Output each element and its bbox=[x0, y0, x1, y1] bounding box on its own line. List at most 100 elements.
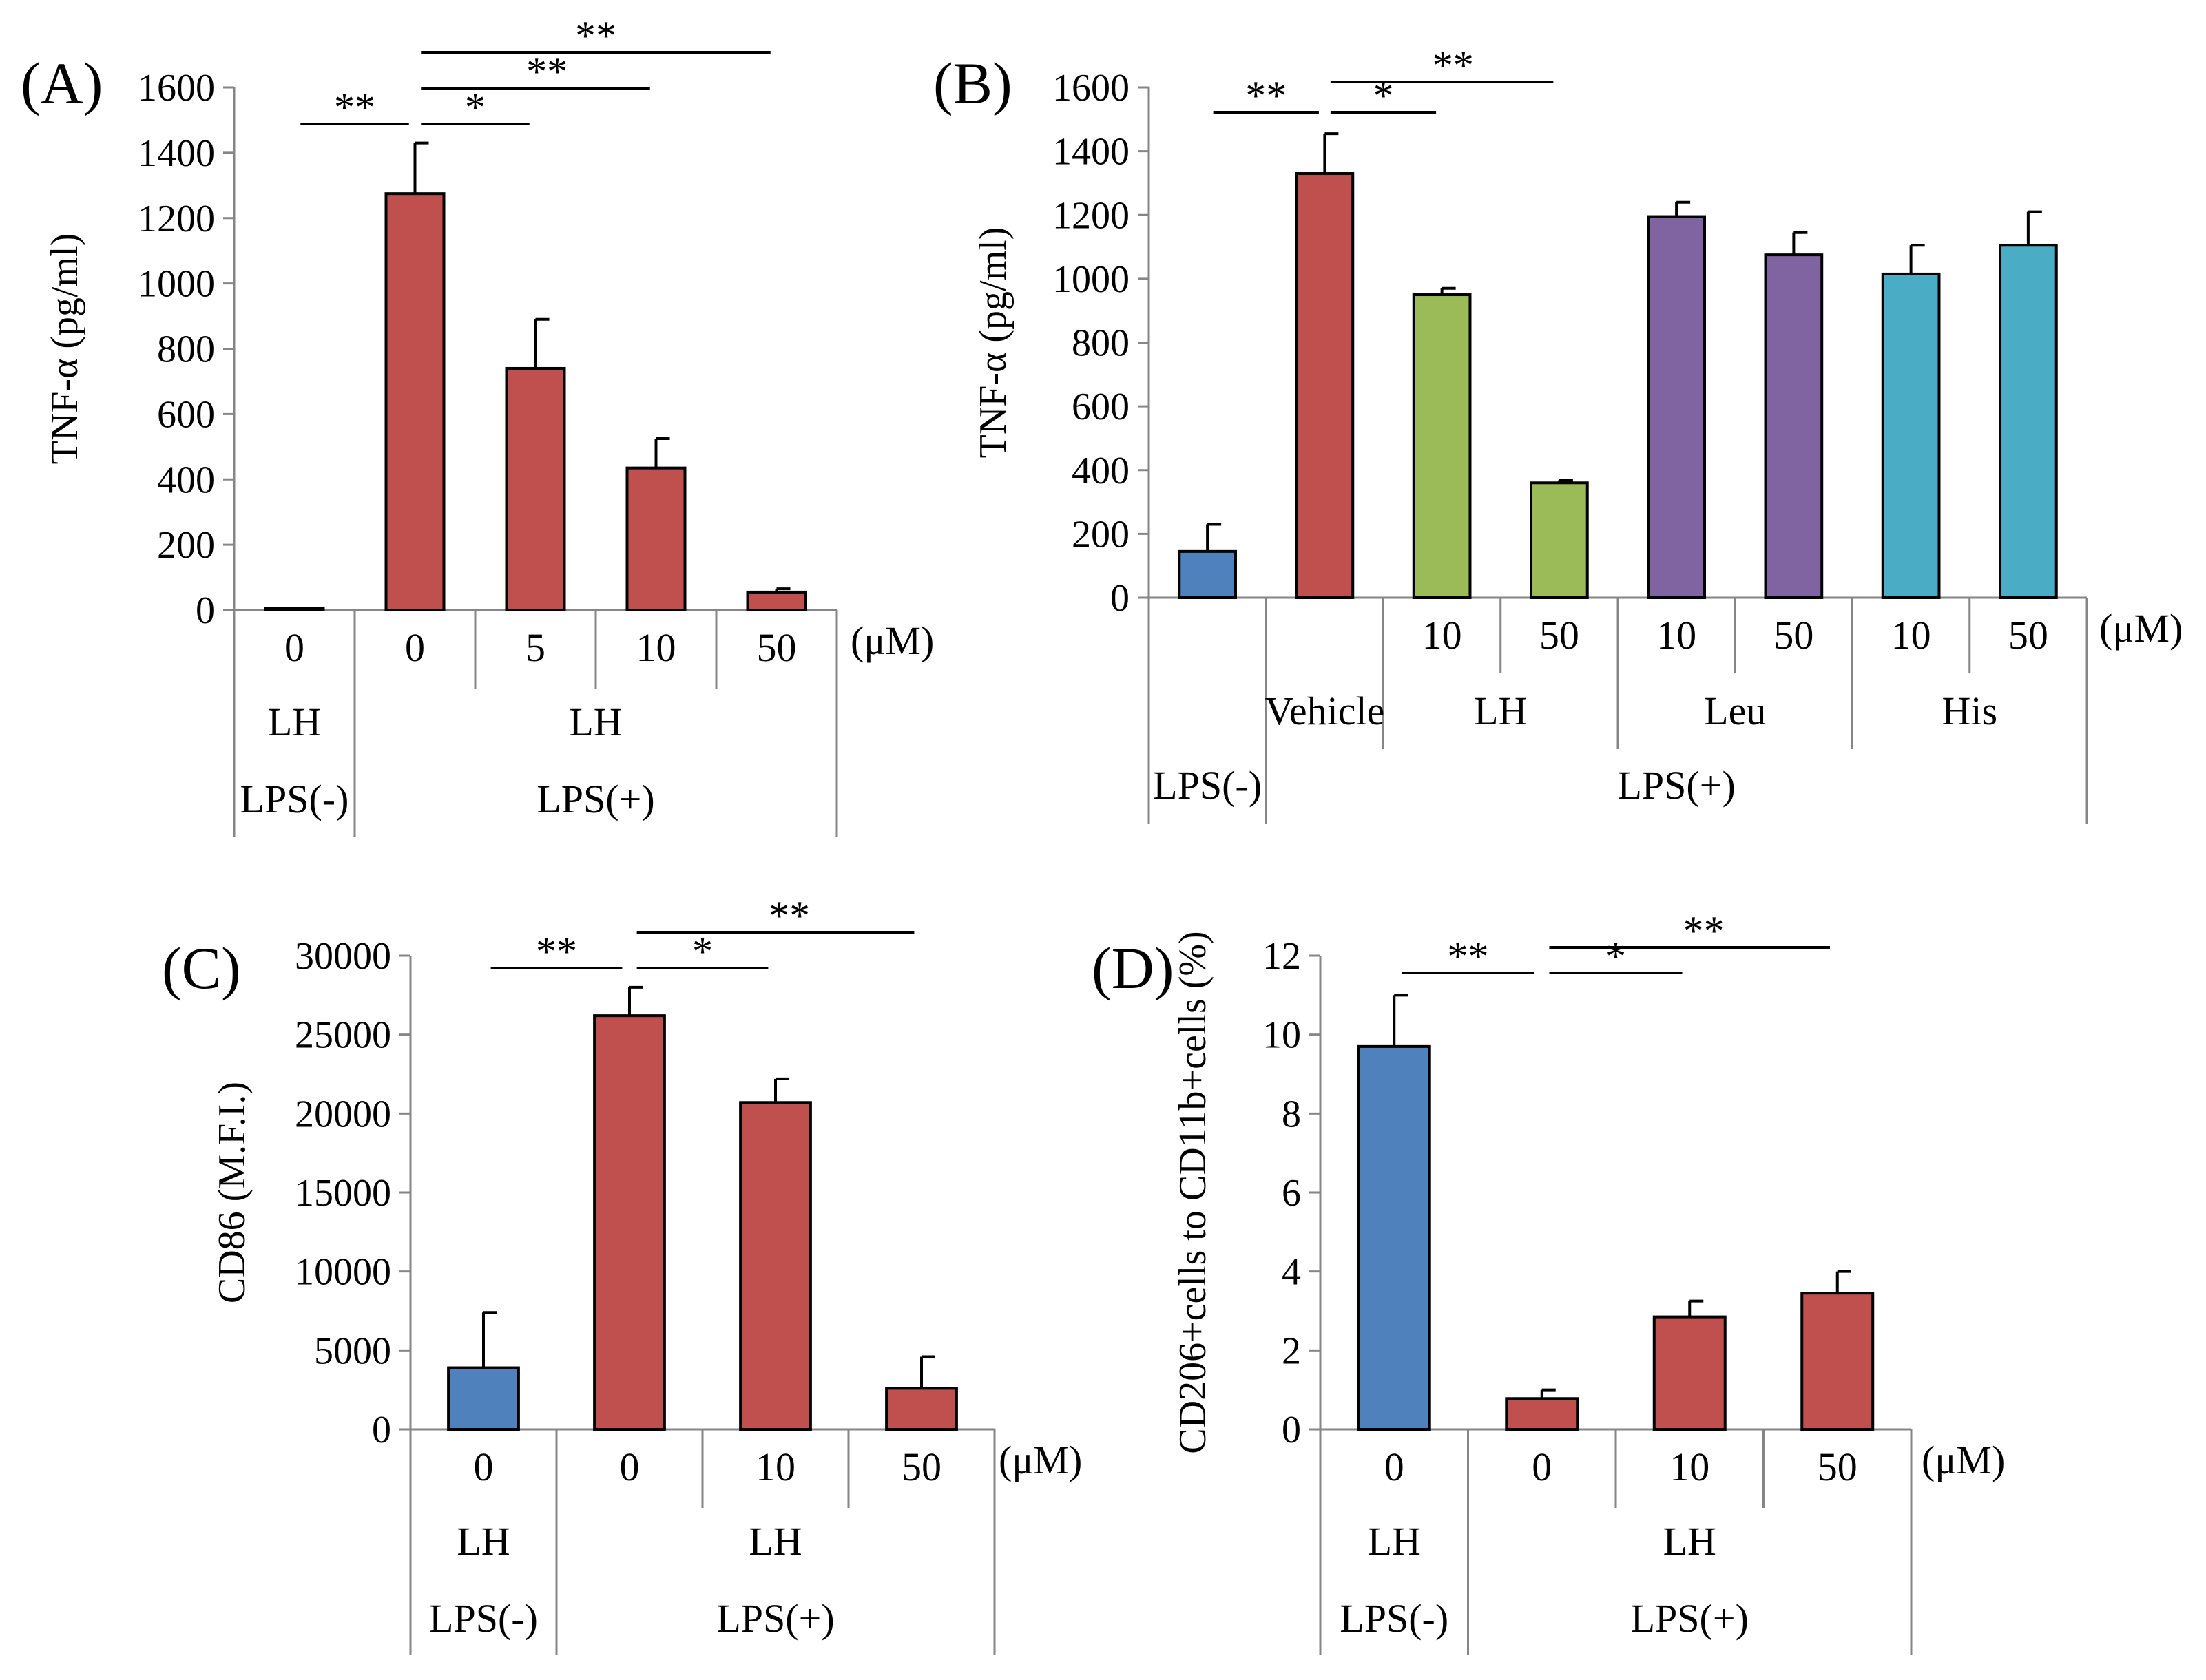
agent-label: Leu bbox=[1704, 689, 1766, 733]
unit-label: (μM) bbox=[999, 1438, 1082, 1482]
lps-label: LPS(+) bbox=[1631, 1596, 1749, 1641]
lps-label: LPS(-) bbox=[240, 777, 349, 821]
dose-label: 0 bbox=[1384, 1445, 1404, 1489]
significance-marker: ** bbox=[1433, 43, 1474, 88]
bar bbox=[885, 1387, 958, 1431]
bar bbox=[505, 366, 566, 612]
panel-label: (A) bbox=[21, 50, 103, 116]
dose-label: 10 bbox=[756, 1445, 795, 1489]
agent-label: LH bbox=[457, 1519, 510, 1564]
dose-label: 10 bbox=[1422, 613, 1462, 658]
bar bbox=[1881, 272, 1941, 599]
y-tick-label: 6 bbox=[1282, 1172, 1301, 1215]
significance-marker: * bbox=[465, 85, 486, 130]
significance-marker: ** bbox=[526, 49, 568, 94]
bar bbox=[593, 1014, 666, 1431]
panel-label: (C) bbox=[162, 935, 241, 1001]
unit-label: (μM) bbox=[851, 618, 934, 663]
y-tick-label: 200 bbox=[1072, 513, 1130, 556]
significance-marker: ** bbox=[1245, 73, 1287, 118]
significance-marker: ** bbox=[334, 85, 375, 130]
dose-label: 50 bbox=[1818, 1445, 1858, 1489]
y-tick-label: 2 bbox=[1282, 1330, 1301, 1372]
agent-label: His bbox=[1942, 689, 1997, 733]
y-tick-label: 1600 bbox=[138, 67, 215, 109]
bar bbox=[384, 192, 446, 611]
dose-label: 0 bbox=[474, 1445, 494, 1489]
bar bbox=[739, 1101, 812, 1431]
y-tick-label: 200 bbox=[157, 524, 215, 567]
bar bbox=[447, 1366, 520, 1431]
y-tick-label: 0 bbox=[1282, 1409, 1301, 1451]
y-tick-label: 800 bbox=[157, 328, 215, 371]
dose-label: 10 bbox=[636, 625, 676, 670]
bar bbox=[1652, 1315, 1727, 1431]
y-axis-label: TNF-α (pg/ml) bbox=[972, 227, 1014, 459]
significance-marker: * bbox=[692, 929, 713, 974]
significance-marker: ** bbox=[536, 929, 577, 974]
dose-label: 50 bbox=[902, 1445, 941, 1489]
y-tick-label: 400 bbox=[157, 459, 215, 501]
y-tick-label: 10000 bbox=[295, 1251, 391, 1294]
dose-label: 0 bbox=[405, 625, 425, 670]
chart-panel: (B) 0 200 400 600 800 1000 1200 1400 1600 TNF-α (p… bbox=[933, 43, 2183, 824]
y-tick-label: 1000 bbox=[1052, 258, 1130, 301]
y-axis-label: TNF-α (pg/ml) bbox=[43, 233, 86, 465]
bar bbox=[1530, 481, 1589, 600]
bar bbox=[1999, 244, 2058, 599]
panel-label: (D) bbox=[1092, 935, 1174, 1001]
panel-label: (B) bbox=[933, 50, 1012, 116]
y-tick-label: 400 bbox=[1072, 450, 1130, 492]
y-tick-label: 15000 bbox=[295, 1172, 391, 1215]
bar bbox=[1357, 1044, 1431, 1431]
y-tick-label: 1200 bbox=[1052, 194, 1130, 237]
y-tick-label: 12 bbox=[1262, 935, 1301, 978]
significance-marker: * bbox=[1373, 73, 1394, 118]
unit-label: (μM) bbox=[1922, 1438, 2005, 1482]
lps-label: LPS(+) bbox=[1617, 763, 1735, 808]
agent-label: LH bbox=[569, 700, 622, 744]
bar bbox=[1647, 215, 1706, 599]
bar bbox=[1412, 293, 1472, 599]
dose-label: 10 bbox=[1669, 1445, 1709, 1489]
bar bbox=[746, 590, 807, 611]
dose-label: 10 bbox=[1656, 613, 1696, 658]
y-axis-label: CD86 (M.F.I.) bbox=[211, 1082, 253, 1303]
lps-label: LPS(+) bbox=[537, 777, 654, 821]
significance-marker: ** bbox=[1448, 934, 1489, 979]
lps-label: LPS(+) bbox=[716, 1596, 834, 1641]
bar bbox=[1764, 253, 1824, 599]
y-tick-label: 5000 bbox=[314, 1330, 391, 1372]
significance-marker: ** bbox=[575, 13, 616, 59]
bar bbox=[1800, 1292, 1875, 1431]
y-tick-label: 1200 bbox=[138, 198, 215, 240]
bar bbox=[1178, 549, 1237, 599]
y-tick-label: 20000 bbox=[295, 1093, 391, 1135]
dose-label: 50 bbox=[1773, 613, 1813, 658]
significance-marker: * bbox=[1605, 934, 1626, 979]
dose-label: 0 bbox=[620, 1445, 640, 1489]
lps-label: LPS(-) bbox=[429, 1596, 538, 1641]
unit-label: (μM) bbox=[2099, 606, 2183, 651]
dose-label: 10 bbox=[1891, 613, 1931, 658]
dose-label: 50 bbox=[757, 625, 797, 670]
dose-label: 0 bbox=[1532, 1445, 1552, 1489]
y-tick-label: 0 bbox=[1110, 577, 1130, 620]
bar bbox=[1505, 1397, 1579, 1431]
agent-label: Vehicle bbox=[1265, 689, 1384, 733]
agent-label: LH bbox=[1368, 1519, 1421, 1564]
dose-label: 50 bbox=[2008, 613, 2048, 658]
lps-label: LPS(-) bbox=[1153, 763, 1262, 808]
significance-marker: ** bbox=[769, 893, 810, 938]
y-tick-label: 8 bbox=[1282, 1093, 1301, 1135]
y-tick-label: 1400 bbox=[138, 132, 215, 175]
lps-label: LPS(-) bbox=[1340, 1596, 1448, 1641]
dose-label: 0 bbox=[284, 625, 304, 670]
agent-label: LH bbox=[1663, 1519, 1716, 1564]
bar bbox=[1295, 172, 1355, 599]
agent-label: LH bbox=[1474, 689, 1527, 733]
agent-label: LH bbox=[749, 1519, 802, 1564]
